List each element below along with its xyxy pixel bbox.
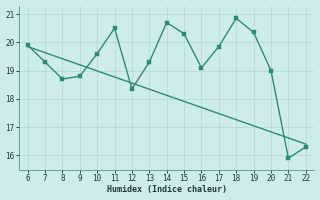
- X-axis label: Humidex (Indice chaleur): Humidex (Indice chaleur): [107, 185, 227, 194]
